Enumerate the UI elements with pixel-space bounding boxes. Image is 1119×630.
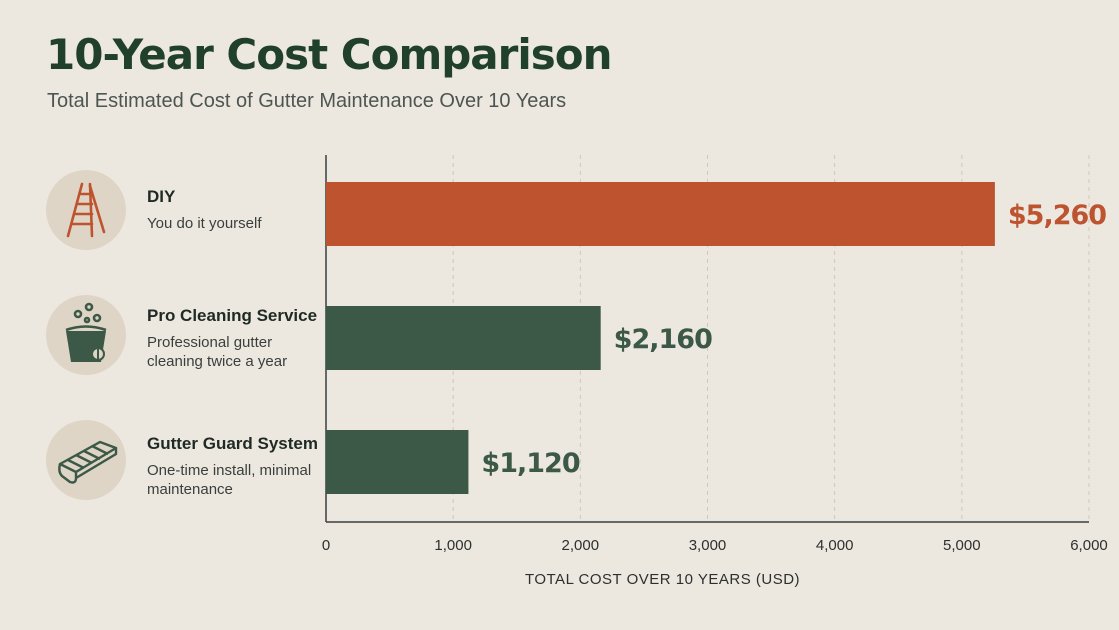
x-tick-label: 6,000 <box>1070 537 1108 554</box>
chart-title: 10-Year Cost Comparison <box>46 30 613 79</box>
category-name: DIY <box>147 187 176 206</box>
x-tick-label: 0 <box>322 537 330 554</box>
x-tick-label: 5,000 <box>943 537 981 554</box>
bar <box>326 430 469 494</box>
category-description: You do it yourself <box>147 215 262 232</box>
gutter-guard-icon <box>46 420 126 500</box>
bar <box>326 306 601 370</box>
category-row-gutter-guard: Gutter Guard System One-time install, mi… <box>46 420 326 504</box>
x-tick-label: 4,000 <box>816 537 854 554</box>
bar-value-label: $1,120 <box>481 448 579 479</box>
category-name: Pro Cleaning Service <box>147 306 318 325</box>
bar-value-label: $2,160 <box>614 324 712 355</box>
x-tick-label: 1,000 <box>434 537 472 554</box>
chart-subtitle: Total Estimated Cost of Gutter Maintenan… <box>47 90 567 112</box>
category-name: Gutter Guard System <box>147 434 318 453</box>
ladder-icon <box>46 170 126 250</box>
x-axis-label: TOTAL COST OVER 10 YEARS (USD) <box>525 571 800 588</box>
category-row-diy: DIY You do it yourself <box>46 170 326 254</box>
category-row-pro-cleaning: Pro Cleaning Service Professional gutter… <box>46 295 326 379</box>
x-tick-label: 2,000 <box>562 537 600 554</box>
category-description: Professional gutter cleaning twice a yea… <box>147 334 288 370</box>
bar-value-label: $5,260 <box>1008 200 1106 231</box>
x-tick-label: 3,000 <box>689 537 727 554</box>
bucket-icon <box>46 295 126 375</box>
bar <box>326 182 995 246</box>
category-description: One-time install, minimal maintenance <box>147 462 312 498</box>
